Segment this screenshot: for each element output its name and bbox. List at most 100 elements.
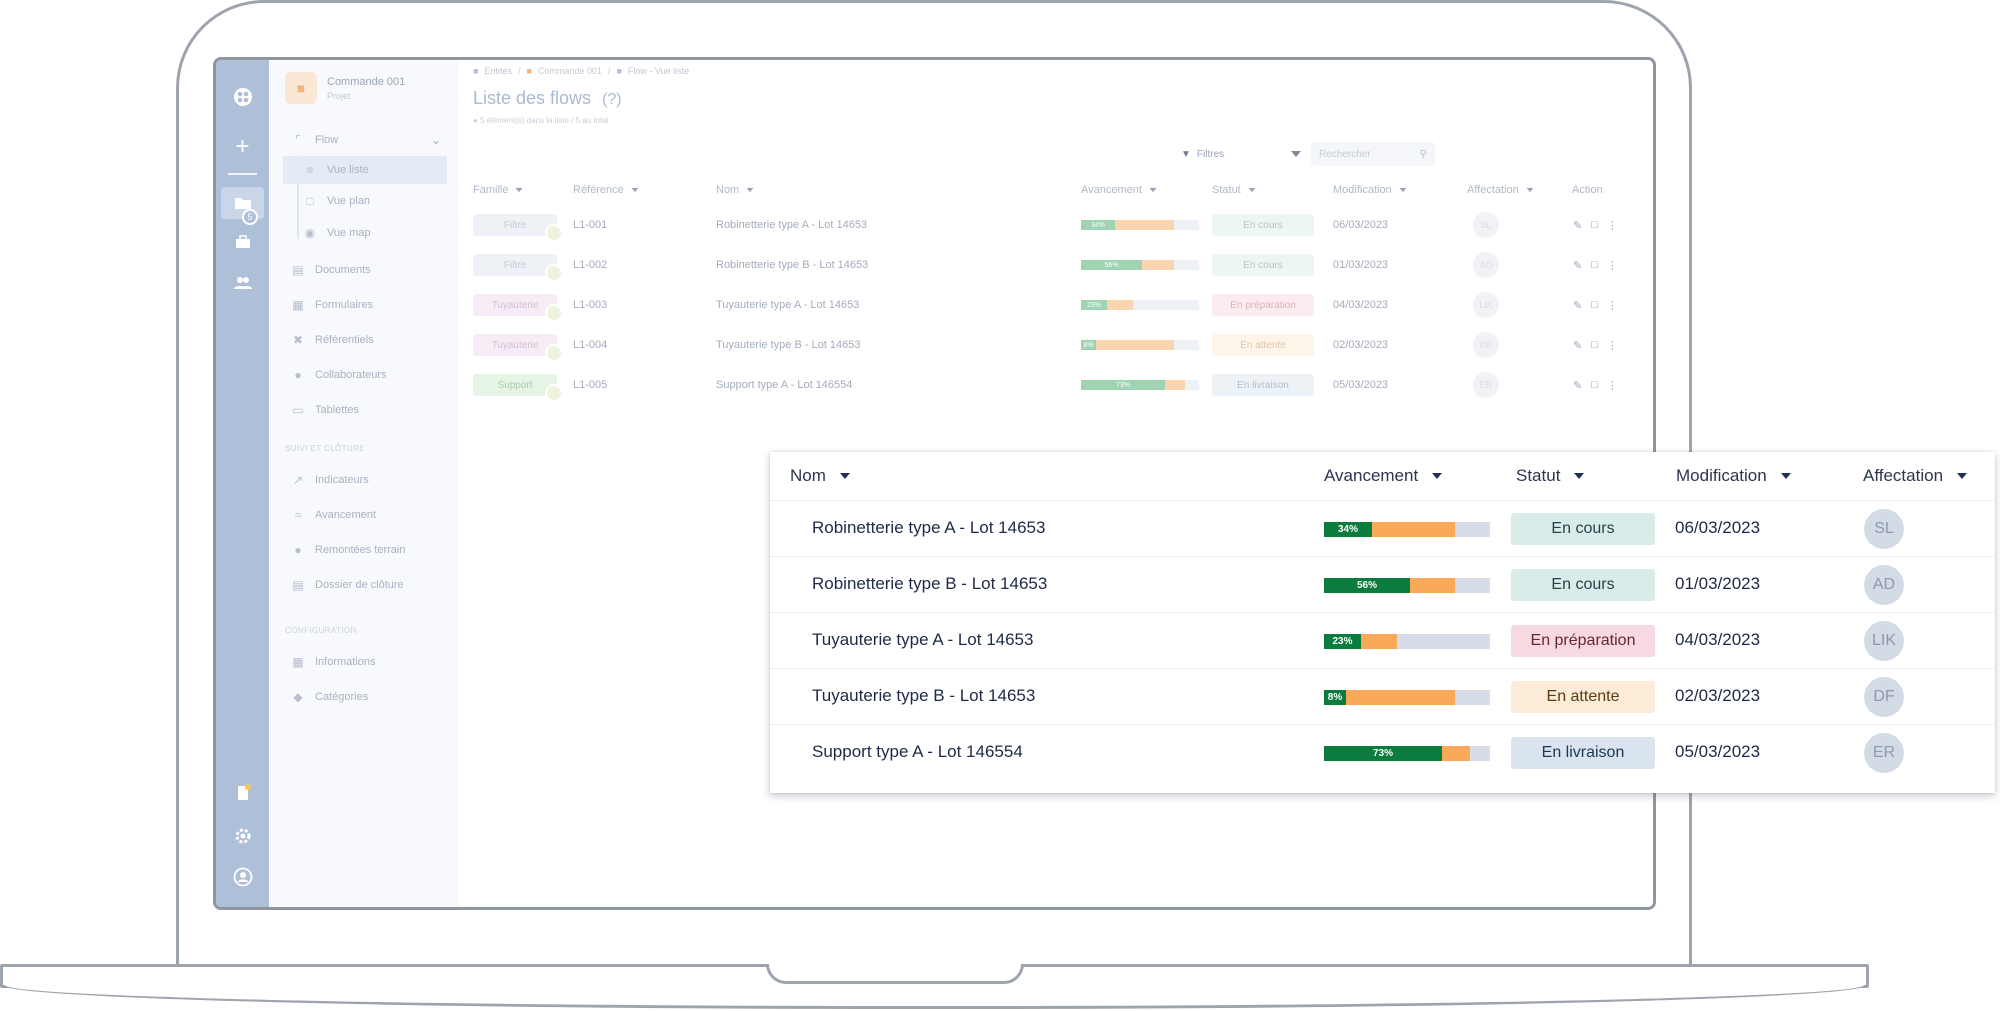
nav-indicateurs-label: Indicateurs [315,474,369,486]
search-icon[interactable]: ⚲ [1419,148,1427,160]
table-row[interactable]: Filtre L1-002 Robinetterie type B - Lot … [473,245,1618,285]
zoom-header-nom[interactable]: Nom [790,466,850,486]
table-row[interactable]: Tuyauterie L1-003 Tuyauterie type A - Lo… [473,285,1618,325]
zoom-progress-bar: 23% [1324,634,1490,649]
reference-cell: L1-005 [573,379,608,391]
progress-planned [1081,300,1133,310]
nav-categories[interactable]: ◆ Catégories [283,683,447,711]
table-row[interactable]: Tuyauterie L1-004 Tuyauterie type B - Lo… [473,325,1618,365]
nav-collaborateurs[interactable]: ● Collaborateurs [283,361,447,389]
sort-caret-icon[interactable] [1957,473,1968,479]
nav-vue-plan[interactable]: □ Vue plan [295,187,447,215]
header-modification[interactable]: Modification [1333,180,1408,200]
folder-icon[interactable]: 5 [221,187,264,225]
edit-icon[interactable]: ✎ [1573,379,1583,392]
header-label: Famille [473,184,509,196]
clipboard-icon[interactable] [216,777,269,809]
breadcrumb-separator: / [607,66,611,76]
nav-vue-liste[interactable]: ≡ Vue liste [283,156,447,184]
filters-button[interactable]: ▼ Filtres [1181,142,1301,166]
zoom-header-modification[interactable]: Modification [1676,466,1791,486]
chevron-down-icon[interactable]: ⌄ [430,133,441,147]
header-nom[interactable]: Nom [716,180,755,200]
nav-formulaires[interactable]: ▦ Formulaires [283,291,447,319]
famille-chip: Tuyauterie [473,294,563,322]
briefcase-icon[interactable] [216,226,269,258]
info-icon: ● [473,116,478,125]
help-icon[interactable]: (?) [602,91,622,108]
avatar: DF [1473,332,1499,358]
flow-icon: ⌜ [295,133,301,147]
nom-cell: Tuyauterie type B - Lot 14653 [716,339,861,351]
zoom-table-row[interactable]: Tuyauterie type B - Lot 14653 8% En atte… [770,668,1995,724]
zoom-header-label: Statut [1516,466,1561,485]
zoom-date-cell: 05/03/2023 [1675,742,1761,761]
zoom-status-badge: En cours [1511,569,1655,601]
zoom-table-row[interactable]: Robinetterie type A - Lot 14653 34% En c… [770,500,1995,556]
sort-caret-icon[interactable] [1780,473,1791,479]
more-vertical-icon[interactable]: ⋮ [1606,379,1618,392]
nav-remontees-label: Remontées terrain [315,544,406,556]
zoom-header-affectation[interactable]: Affectation [1863,466,1968,486]
table-row[interactable]: Filtre L1-001 Robinetterie type A - Lot … [473,205,1618,245]
header-famille[interactable]: Famille [473,180,524,200]
open-folder-icon[interactable]: □ [1591,298,1598,311]
add-icon[interactable]: + [235,133,250,160]
zoom-header-avancement[interactable]: Avancement [1324,466,1443,486]
open-folder-icon[interactable]: □ [1591,218,1598,231]
breadcrumb-item[interactable]: Entités [484,66,512,76]
nav-remontees[interactable]: ● Remontées terrain [283,536,447,564]
gear-icon[interactable] [216,820,269,852]
zoom-progress-done: 8% [1324,690,1346,705]
logo-icon[interactable] [216,81,269,113]
more-vertical-icon[interactable]: ⋮ [1606,339,1618,352]
team-icon[interactable] [216,267,269,299]
edit-icon[interactable]: ✎ [1573,219,1583,232]
nav-referentiels-label: Référentiels [315,334,374,346]
progress-planned [1081,220,1174,230]
open-folder-icon[interactable]: □ [1591,258,1598,271]
breadcrumb-item[interactable]: Commande 001 [537,66,602,76]
sort-caret-icon[interactable] [1432,473,1443,479]
table-row[interactable]: Support L1-005 Support type A - Lot 1465… [473,365,1618,405]
header-reference[interactable]: Référence [573,180,640,200]
nav-informations[interactable]: ▦ Informations [283,648,447,676]
edit-icon[interactable]: ✎ [1573,339,1583,352]
project-header[interactable]: ■ Commande 001 Projet [285,72,405,104]
open-folder-icon[interactable]: □ [1591,378,1598,391]
nav-vue-map[interactable]: ◉ Vue map [295,219,447,247]
edit-icon[interactable]: ✎ [1573,299,1583,312]
nom-cell: Support type A - Lot 146554 [716,379,853,391]
more-vertical-icon[interactable]: ⋮ [1606,259,1618,272]
nom-cell: Robinetterie type B - Lot 14653 [716,259,869,271]
nav-tablettes-label: Tablettes [315,404,360,416]
nav-section-config: CONFIGURATION [285,626,357,635]
sort-caret-icon[interactable] [839,473,850,479]
sort-caret-icon[interactable] [1574,473,1585,479]
nav-referentiels[interactable]: ✖ Référentiels [283,326,447,354]
search-input[interactable]: Rechercher ⚲ [1311,142,1435,166]
nav-avancement[interactable]: ≈ Avancement [283,501,447,529]
zoom-table-row[interactable]: Support type A - Lot 146554 73% En livra… [770,724,1995,780]
nav-flow[interactable]: ⌜ Flow ⌄ [283,126,447,154]
zoom-header-statut[interactable]: Statut [1516,466,1585,486]
nav-documents[interactable]: ▤ Documents [283,256,447,284]
header-avancement[interactable]: Avancement [1081,180,1158,200]
breadcrumb-flow-icon: ■ [616,66,622,76]
more-vertical-icon[interactable]: ⋮ [1606,219,1618,232]
nav-dossier-cloture[interactable]: ▤ Dossier de clôture [283,571,447,599]
nav-vue-plan-label: Vue plan [327,195,371,207]
sort-caret-icon [1248,187,1256,193]
nav-tablettes[interactable]: ▭ Tablettes [283,396,447,424]
zoom-table-row[interactable]: Robinetterie type B - Lot 14653 56% En c… [770,556,1995,612]
user-account-icon[interactable] [216,861,269,893]
open-folder-icon[interactable]: □ [1591,338,1598,351]
edit-icon[interactable]: ✎ [1573,259,1583,272]
more-vertical-icon[interactable]: ⋮ [1606,299,1618,312]
caret-down-icon [1291,151,1301,157]
zoom-table-row[interactable]: Tuyauterie type A - Lot 14653 23% En pré… [770,612,1995,668]
header-statut[interactable]: Statut [1212,180,1257,200]
nav-indicateurs[interactable]: ↗ Indicateurs [283,466,447,494]
header-affectation[interactable]: Affectation [1467,180,1535,200]
nav-section-suivi: SUIVI ET CLÔTURE [285,444,366,453]
